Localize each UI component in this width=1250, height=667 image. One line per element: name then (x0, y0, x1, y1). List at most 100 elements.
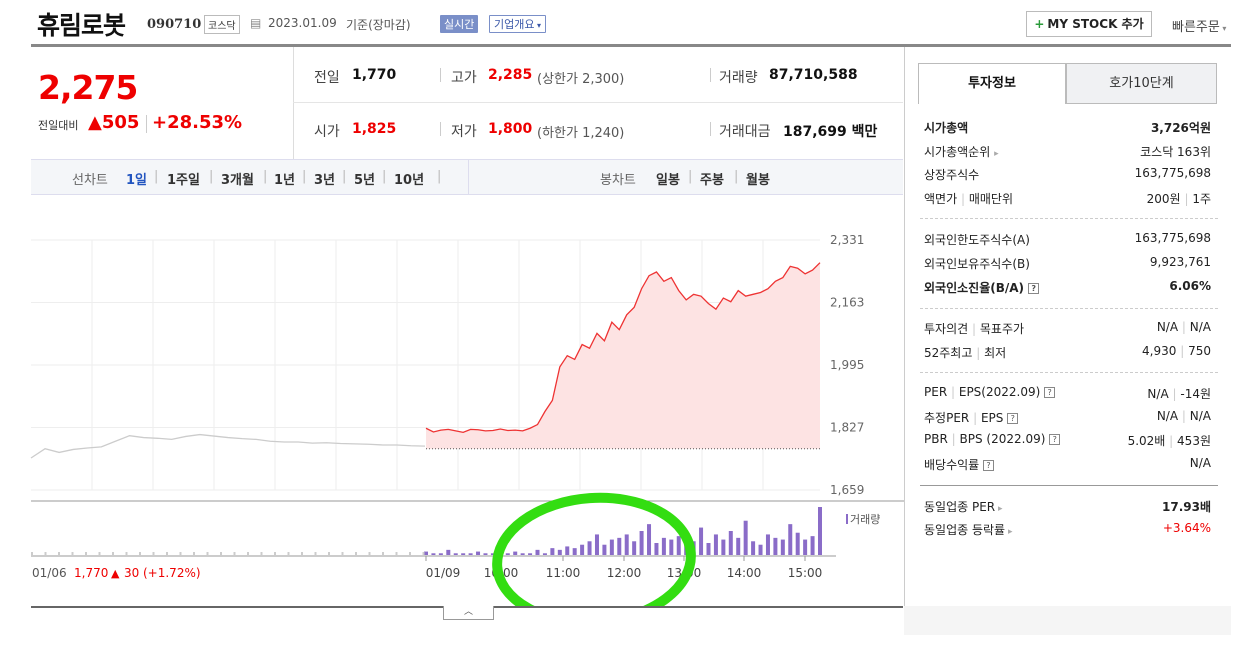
high-value: 2,285 (488, 67, 533, 83)
volume-bar (617, 537, 622, 555)
row-rank[interactable]: 시가총액순위 ▸ 코스닥 163위 (924, 143, 1211, 163)
tab-invest[interactable]: 투자정보 (918, 63, 1066, 104)
prev-volume-bar (233, 552, 236, 555)
period-3m[interactable]: 3개월 (221, 173, 254, 188)
volume-bar (721, 539, 726, 555)
prev-volume-bar (395, 552, 398, 555)
volume-bar (758, 544, 763, 555)
eps-label: EPS(2022.09) (958, 385, 1041, 399)
prev-day-line (30, 433, 426, 459)
help-icon[interactable]: ? (1044, 387, 1056, 398)
today-line (425, 262, 821, 434)
volume-bar (661, 537, 666, 555)
prev-volume-bar (328, 552, 330, 555)
row-sector-per[interactable]: 동일업종 PER ▸ 17.93배 (924, 498, 1211, 518)
row-per: PER | EPS(2022.09) ? N/A | -14원 (924, 385, 1211, 401)
tab-hoga[interactable]: 호가10단계 (1066, 63, 1217, 104)
period-1w[interactable]: 1주일 (167, 173, 200, 188)
row-sector-rate[interactable]: 동일업종 등락률 ▸ +3.64% (924, 521, 1211, 541)
prev-volume-bar (368, 552, 371, 555)
unit-label: 매매단위 (968, 192, 1013, 206)
collapse-button[interactable]: ︿ (443, 606, 494, 620)
company-info-dropdown[interactable]: 기업개요 ▾ (489, 15, 547, 33)
prev-volume-bar (179, 552, 182, 555)
volume-bar (795, 532, 800, 555)
volume-bar (505, 553, 510, 555)
candle-monthly[interactable]: 월봉 (746, 173, 770, 188)
y-tick-label: 2,331 (830, 233, 864, 247)
divider (920, 485, 1218, 486)
amount-label: 거래대금 (719, 124, 771, 140)
row-opinion: 투자의견 | 목표주가 N/A | N/A (924, 320, 1211, 336)
help-icon[interactable]: ? (1049, 434, 1061, 445)
prev-note-change: 30 (124, 566, 139, 580)
target-label: 목표주가 (979, 322, 1025, 336)
open-label: 시가 (314, 124, 340, 140)
prev-volume-bar (58, 552, 60, 555)
volume-bar (468, 553, 473, 555)
volume-bar (713, 534, 718, 555)
volume-bar (438, 553, 443, 555)
help-icon[interactable]: ? (1007, 413, 1019, 424)
panel-footer (904, 606, 1231, 635)
volume-legend-swatch (846, 514, 848, 524)
foreign-ratio-label: 외국인소진율(B/A) (924, 281, 1025, 295)
prev-volume-bar (166, 552, 168, 555)
volume-bar (476, 551, 481, 555)
prev-volume-bar (287, 552, 290, 555)
volume-legend: 거래량 (850, 513, 880, 526)
mystock-add-button[interactable]: + MY STOCK 추가 (1026, 11, 1152, 37)
sector-rate-value: +3.64% (1162, 521, 1211, 535)
y-axis-ticks: 2,331 2,163 1,995 1,827 1,659 (830, 233, 864, 497)
lower-limit: (하한가 1,240) (537, 122, 624, 141)
line-chart-label: 선차트 (72, 173, 108, 188)
period-10y[interactable]: 10년 (394, 173, 425, 188)
volume-bar (765, 534, 770, 555)
open-value: 1,825 (352, 121, 397, 137)
upper-limit: (상한가 2,300) (537, 68, 624, 87)
prev-volume-bar (341, 552, 344, 555)
quick-order-button[interactable]: 빠른주문 ▾ (1172, 16, 1226, 35)
volume-bars (31, 507, 822, 555)
y-tick-label: 1,659 (830, 483, 864, 497)
per-value: N/A (1147, 387, 1169, 401)
pbr-label: PBR (924, 432, 948, 446)
upper-limit-value: 2,300) (582, 72, 625, 87)
mystock-label: MY STOCK 추가 (1047, 17, 1144, 31)
prev-note-price: 1,770 (74, 566, 108, 580)
change-label: 전일대비 (38, 119, 79, 132)
company-info-label: 기업개요 (494, 18, 535, 31)
dividend-label: 배당수익률 (924, 458, 980, 472)
prev-volume-bar (314, 552, 317, 555)
x-tick-label: 01/09 (426, 566, 461, 580)
dividend-value: N/A (1189, 456, 1211, 470)
period-3y[interactable]: 3년 (314, 173, 336, 188)
help-icon[interactable]: ? (1028, 283, 1040, 294)
period-toolbar: 선차트 1일 | 1주일 | 3개월 | 1년 | 3년 | 5년 | 10년 … (31, 159, 903, 195)
period-1d[interactable]: 1일 (126, 173, 148, 188)
divider (710, 68, 711, 82)
volume-bar (594, 534, 599, 555)
period-1y[interactable]: 1년 (274, 173, 296, 188)
foreign-hold-label: 외국인보유주식수(B) (924, 257, 1030, 271)
x-tick-label: 15:00 (788, 566, 823, 580)
divider (440, 122, 441, 136)
help-icon[interactable]: ? (983, 460, 995, 471)
volume-bar (483, 553, 488, 555)
y-tick-label: 2,163 (830, 296, 864, 310)
current-price: 2,275 (38, 68, 138, 107)
realtime-button[interactable]: 실시간 (440, 15, 479, 33)
up-triangle-icon: ▲ (111, 567, 120, 580)
par-label: 액면가 (924, 192, 958, 206)
change-amount: 505 (101, 112, 140, 133)
volume-bar (743, 520, 748, 555)
volume-bar (706, 543, 711, 555)
candle-weekly[interactable]: 주봉 (700, 173, 724, 188)
volume-bar (624, 534, 629, 555)
candle-daily[interactable]: 일봉 (656, 173, 680, 188)
row-par: 액면가 | 매매단위 200원 | 1주 (924, 192, 1211, 206)
period-5y[interactable]: 5년 (354, 173, 376, 188)
rank-label: 시가총액순위 (924, 145, 991, 159)
prev-volume-bar (31, 552, 33, 555)
